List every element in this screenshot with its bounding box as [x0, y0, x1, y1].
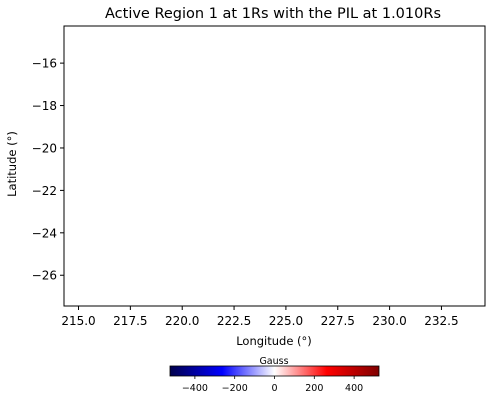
x-axis-label: Longitude (°) — [236, 334, 312, 348]
y-tick-label: −20 — [32, 141, 57, 155]
y-tick-label: −18 — [32, 99, 57, 113]
y-tick-label: −24 — [32, 226, 57, 240]
plot-frame — [63, 25, 486, 307]
x-tick-label: 227.5 — [321, 314, 355, 328]
x-tick-label: 215.0 — [61, 314, 95, 328]
colorbar-tick-label: 200 — [305, 383, 323, 394]
colorbar-gradient — [169, 365, 380, 377]
colorbar-tick-label: −200 — [222, 383, 248, 394]
x-tick-label: 230.0 — [372, 314, 406, 328]
y-axis: −16 −18 −20 −22 −24 −26 — [32, 57, 64, 283]
plot-area — [63, 25, 486, 307]
y-tick-label: −22 — [32, 184, 57, 198]
colorbar-tick-label: 400 — [345, 383, 363, 394]
y-axis-label: Latitude (°) — [5, 131, 19, 197]
colorbar-label: Gauss — [259, 356, 288, 367]
x-tick-label: 225.0 — [269, 314, 303, 328]
x-tick-label: 220.0 — [165, 314, 199, 328]
y-tick-label: −26 — [32, 269, 57, 283]
x-axis: 215.0 217.5 220.0 222.5 225.0 227.5 230.0 232.5 — [61, 306, 459, 328]
x-tick-label: 217.5 — [113, 314, 147, 328]
colorbar-ticks: −400 −200 0 200 400 — [182, 376, 363, 394]
colorbar-tick-label: 0 — [271, 383, 277, 394]
chart-title: Active Region 1 at 1Rs with the PIL at 1… — [105, 6, 441, 22]
x-tick-label: 232.5 — [424, 314, 458, 328]
x-tick-label: 222.5 — [217, 314, 251, 328]
y-tick-label: −16 — [32, 57, 57, 71]
colorbar-tick-label: −400 — [182, 383, 208, 394]
colorbar: Gauss −400 −200 0 200 400 — [169, 356, 380, 394]
